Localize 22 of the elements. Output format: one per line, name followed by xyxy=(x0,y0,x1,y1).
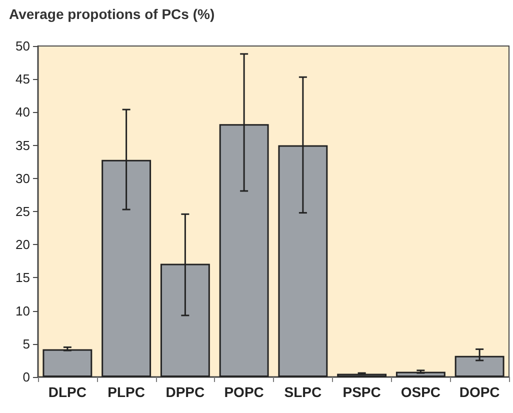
y-tick-label: 50 xyxy=(16,38,30,54)
y-tick-label: 0 xyxy=(22,370,30,384)
x-tick-label: DLPC xyxy=(48,384,86,400)
x-tick-label: DOPC xyxy=(459,384,500,400)
x-tick-label: POPC xyxy=(224,384,264,400)
bar xyxy=(42,349,92,377)
x-tick-label: OSPC xyxy=(400,384,441,400)
y-tick-label: 15 xyxy=(16,270,30,286)
y-tick-label: 5 xyxy=(22,336,30,352)
y-tick-label: 30 xyxy=(16,170,30,186)
chart-title: Average propotions of PCs (%) xyxy=(9,6,215,22)
x-tick-label: PLPC xyxy=(108,384,145,400)
y-tick-label: 25 xyxy=(16,204,30,219)
y-tick-label: 35 xyxy=(16,138,30,153)
y-tick-label: 10 xyxy=(16,303,30,318)
y-tick-label: 20 xyxy=(16,237,30,252)
x-tick-label: PSPC xyxy=(342,384,381,400)
y-tick-label: 45 xyxy=(16,72,30,87)
x-tick-label: DPPC xyxy=(166,384,205,400)
x-tick-label: SLPC xyxy=(284,384,322,400)
bar xyxy=(396,372,446,377)
y-tick-label: 40 xyxy=(16,104,30,120)
